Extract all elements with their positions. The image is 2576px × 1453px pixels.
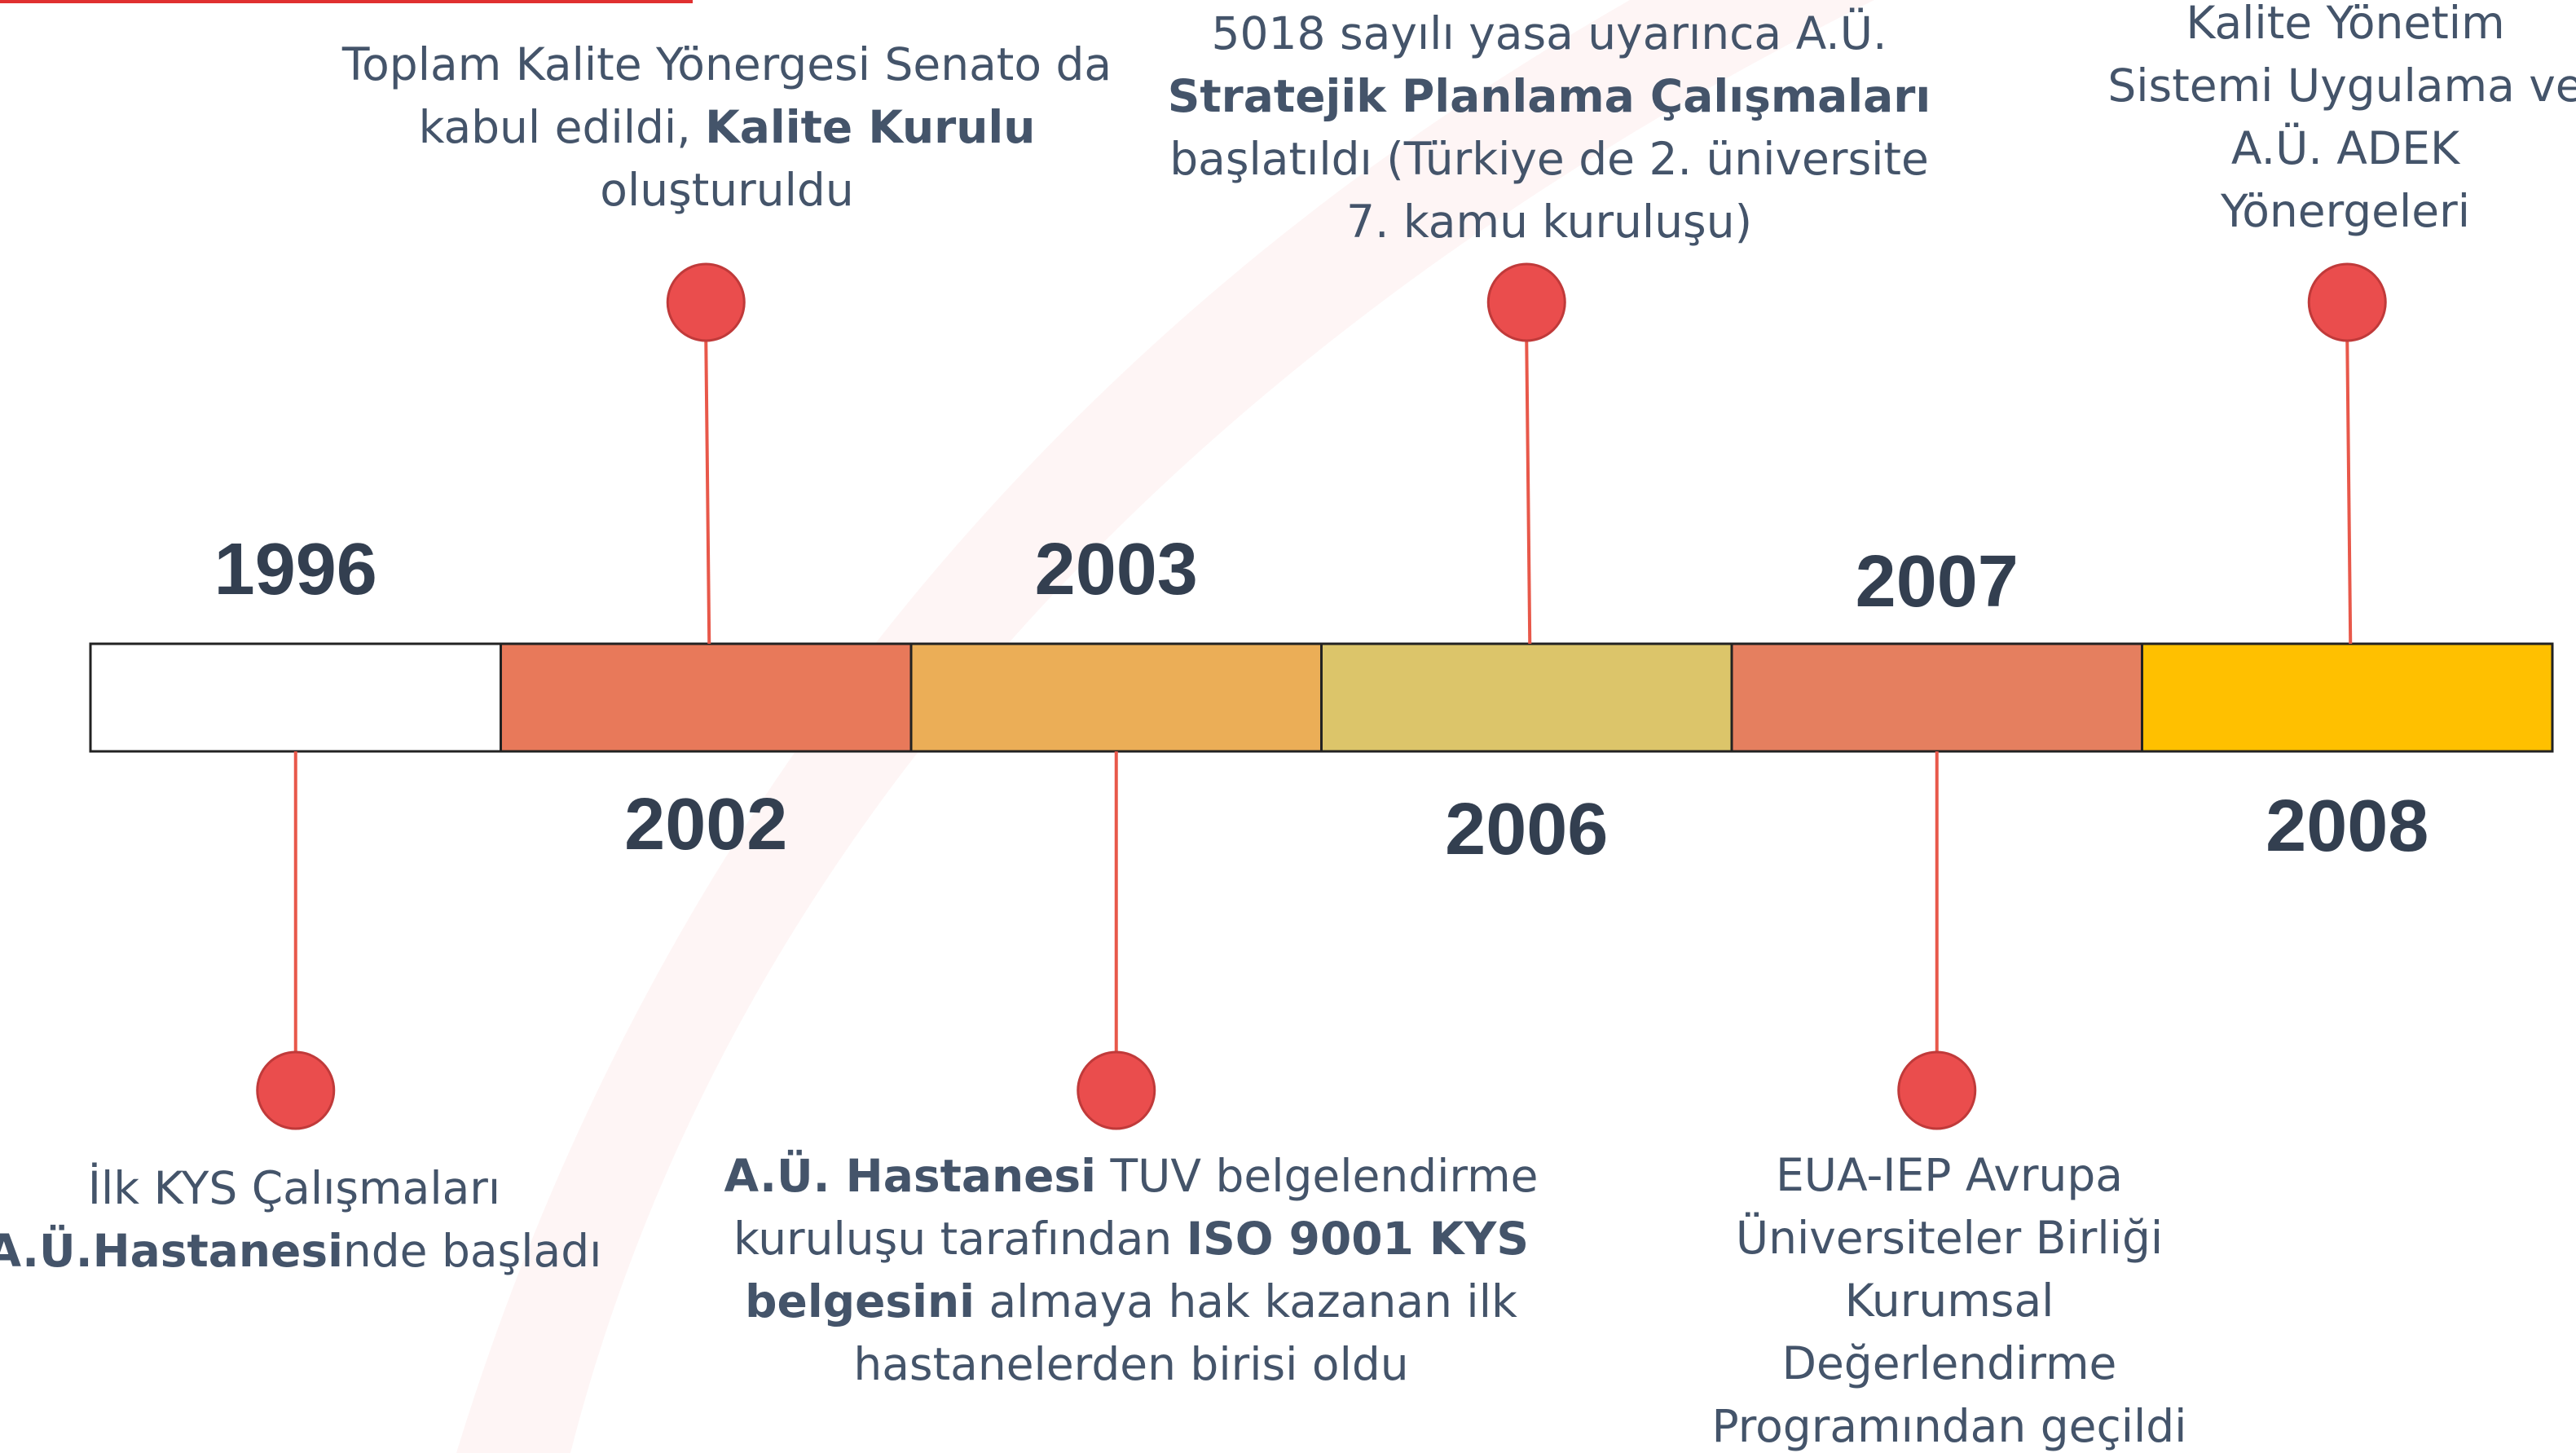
connector (704, 340, 711, 645)
event-text: A.Ü.Hastanesi (0, 1225, 343, 1277)
background-swoosh (456, 0, 1874, 1453)
connector (2345, 340, 2353, 645)
event-text-line: başlatıldı (Türkiye de 2. üniversite (1169, 133, 1929, 185)
milestone-dot (666, 262, 746, 342)
event-text-line: kabul edildi, Kalite Kurulu (419, 101, 1036, 153)
event-text-line: A.Ü. ADEK (2231, 122, 2461, 174)
event-text: kabul edildi, (419, 101, 706, 153)
event-text-line: EUA-IEP Avrupa (1776, 1149, 2123, 1201)
event-text: A.Ü. Hastanesi (724, 1150, 1097, 1202)
event-text: ISO 9001 KYS (1187, 1213, 1529, 1265)
event-text: EUA-IEP Avrupa (1776, 1149, 2123, 1201)
event-text: nde başladı (343, 1225, 602, 1277)
event-text: İlk KYS Çalışmaları (88, 1162, 500, 1214)
event-text: A.Ü. ADEK (2231, 122, 2461, 174)
event-text-line: hastanelerden birisi oldu (853, 1338, 1408, 1390)
event-text-line: Kalite Yönetim (2186, 0, 2504, 49)
event-text: 7. kamu kuruluşu) (1346, 196, 1752, 248)
event-text: hastanelerden birisi oldu (853, 1338, 1408, 1390)
timeline-segment (909, 642, 1323, 753)
event-text-line: 7. kamu kuruluşu) (1346, 196, 1752, 248)
event-text: başlatıldı (Türkiye de 2. üniversite (1169, 133, 1929, 185)
event-text-line: oluşturuldu (600, 164, 853, 216)
event-text-line: Kurumsal (1845, 1275, 2054, 1327)
event-text-line: 5018 sayılı yasa uyarınca A.Ü. (1212, 7, 1887, 59)
event-text-line: belgesini almaya hak kazanan ilk (745, 1275, 1517, 1328)
milestone-dot (1077, 1050, 1156, 1130)
event-text-line: Programından geçildi (1712, 1400, 2187, 1452)
milestone-dot (1897, 1050, 1977, 1130)
event-text-line: A.Ü.Hastanesinde başladı (0, 1225, 601, 1277)
event-text-line: Değerlendirme (1782, 1337, 2117, 1389)
event-text: Kalite Kurulu (705, 101, 1035, 153)
year-label: 2002 (624, 784, 787, 865)
event-text-line: Yönergeleri (2220, 185, 2470, 237)
event-text-line: İlk KYS Çalışmaları (88, 1162, 500, 1214)
event-text: Değerlendirme (1782, 1337, 2117, 1389)
timeline-segment (1320, 642, 1733, 753)
event-text: TUV belgelendirme (1096, 1150, 1538, 1202)
event-text: kuruluşu tarafından (733, 1213, 1187, 1265)
event-text: Sistemi Uygulama ve (2107, 59, 2576, 112)
milestone-dot (1486, 262, 1566, 342)
year-label: 2006 (1445, 789, 1608, 870)
timeline-segment (1730, 642, 2143, 753)
connector (1525, 340, 1532, 645)
event-text: Kurumsal (1845, 1275, 2054, 1327)
event-text-line: Stratejik Planlama Çalışmaları (1168, 70, 1931, 122)
event-text: Programından geçildi (1712, 1400, 2187, 1452)
milestone-dot (256, 1050, 336, 1130)
timeline-segment (2141, 642, 2554, 753)
timeline-segment (500, 642, 913, 753)
event-text: Stratejik Planlama Çalışmaları (1168, 70, 1931, 122)
event-text: Yönergeleri (2220, 185, 2470, 237)
year-label: 2008 (2266, 786, 2428, 867)
year-label: 1996 (214, 529, 377, 610)
event-text-line: Sistemi Uygulama ve (2107, 59, 2576, 112)
event-text: Toplam Kalite Yönergesi Senato da (341, 38, 1112, 90)
event-text-line: A.Ü. Hastanesi TUV belgelendirme (724, 1150, 1539, 1202)
year-label: 2003 (1035, 529, 1198, 610)
event-text: Üniversiteler Birliği (1736, 1212, 2163, 1264)
event-text-line: Toplam Kalite Yönergesi Senato da (341, 38, 1112, 90)
event-text: 5018 sayılı yasa uyarınca A.Ü. (1212, 7, 1887, 59)
year-label: 2007 (1856, 541, 2019, 623)
milestone-dot (2307, 262, 2387, 342)
event-text: belgesini (745, 1275, 975, 1328)
event-text: oluşturuldu (600, 164, 853, 216)
event-text-line: Üniversiteler Birliği (1736, 1212, 2163, 1264)
event-text: almaya hak kazanan ilk (975, 1275, 1517, 1328)
timeline-segment (89, 642, 502, 753)
event-text-line: kuruluşu tarafından ISO 9001 KYS (733, 1213, 1529, 1265)
event-text: Kalite Yönetim (2186, 0, 2504, 49)
